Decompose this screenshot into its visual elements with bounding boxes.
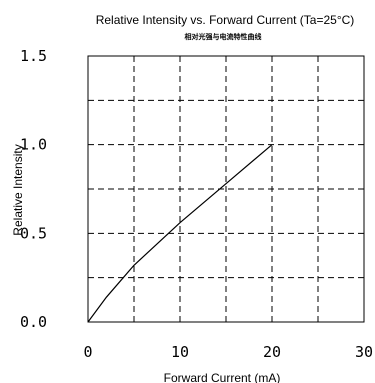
x-axis-label: Forward Current (mA) (164, 371, 281, 383)
y-tick-label: 1.0 (20, 136, 47, 154)
x-tick-label: 20 (263, 343, 281, 361)
series-layer (87, 144, 273, 323)
y-tick-label: 1.5 (20, 47, 47, 65)
y-axis-label: Relative Intensity (11, 144, 25, 235)
chart-subtitle: 相对光强与电流特性曲线 (185, 32, 262, 41)
chart-title: Relative Intensity vs. Forward Current (… (96, 13, 355, 27)
y-tick-label: 0.5 (20, 224, 47, 242)
tick-labels: 0.0 0.5 1.0 1.5 0 10 20 30 (20, 47, 373, 361)
x-tick-label: 30 (355, 343, 373, 361)
series-line (87, 144, 273, 323)
grid-lines (88, 56, 364, 322)
plot-area-frame (87, 55, 365, 323)
x-tick-label: 10 (171, 343, 189, 361)
y-tick-label: 0.0 (20, 313, 47, 331)
x-tick-label: 0 (83, 343, 92, 361)
